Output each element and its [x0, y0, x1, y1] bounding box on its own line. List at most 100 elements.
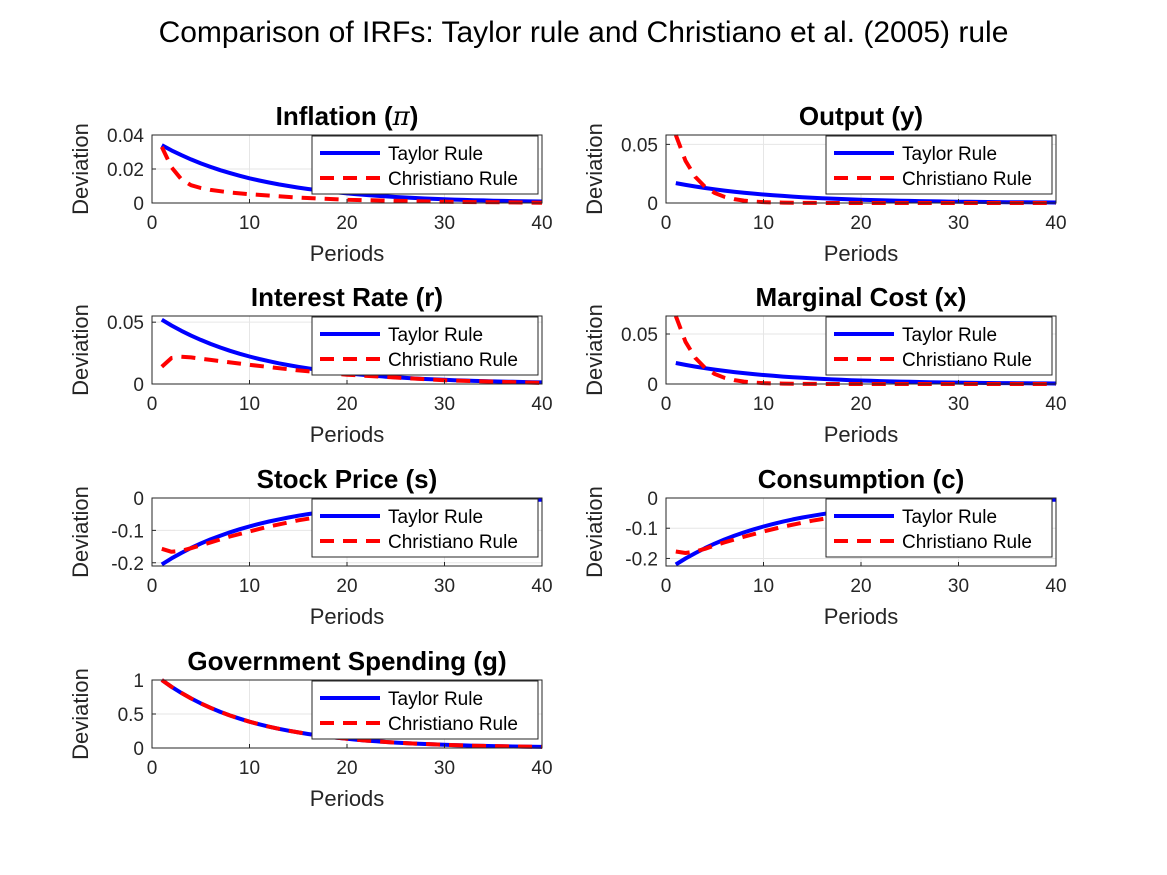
- legend: Taylor Rule Christiano Rule: [311, 680, 539, 740]
- y-axis-label: Deviation: [68, 668, 93, 760]
- subplot-marginal-cost-x: 0 10 20 30 40 0 0.05 Marginal Cost (x) Periods De…: [582, 282, 1067, 447]
- x-axis-label: Periods: [824, 604, 899, 629]
- x-tick-label: 20: [850, 213, 871, 234]
- legend-label-taylor-rule: Taylor Rule: [388, 325, 483, 346]
- x-axis-label: Periods: [310, 422, 385, 447]
- legend-box: [825, 316, 1053, 376]
- x-tick-label: 20: [850, 394, 871, 415]
- subplot-stock-price-s: 0 10 20 30 40 -0.2 -0.1 0 Stock Price (s) Periods…: [68, 464, 553, 629]
- series-line-christiano-rule: [675, 498, 1056, 555]
- legend-box: [311, 316, 539, 376]
- legend-label-taylor-rule: Taylor Rule: [388, 507, 483, 528]
- figure-title: Comparison of IRFs: Taylor rule and Chri…: [158, 16, 1009, 49]
- y-tick-label: 0: [133, 489, 144, 510]
- y-tick-label: 0: [133, 375, 144, 396]
- series-line-christiano-rule: [161, 497, 542, 554]
- legend-box: [825, 135, 1053, 195]
- y-tick-label: 0.04: [107, 126, 144, 147]
- y-tick-label: -0.1: [111, 521, 144, 542]
- x-tick-label: 0: [661, 394, 672, 415]
- legend-label-christiano-rule: Christiano Rule: [388, 532, 518, 553]
- x-tick-label: 20: [336, 213, 357, 234]
- y-tick-label: -0.2: [111, 554, 144, 575]
- x-tick-label: 30: [434, 576, 455, 597]
- x-tick-label: 0: [147, 576, 158, 597]
- subplot-inflation-pi: 0 10 20 30 40 0 0.02 0.04 Inflation (π) Periods De…: [68, 101, 553, 266]
- y-axis-label: Deviation: [68, 123, 93, 215]
- legend: Taylor Rule Christiano Rule: [311, 135, 539, 195]
- x-axis-label: Periods: [310, 786, 385, 811]
- subplot-title: Stock Price (s): [257, 464, 438, 494]
- x-tick-label: 40: [531, 758, 552, 779]
- x-tick-label: 0: [147, 758, 158, 779]
- y-axis-label: Deviation: [582, 486, 607, 578]
- x-tick-label: 0: [661, 576, 672, 597]
- x-tick-label: 10: [753, 394, 774, 415]
- subplot-title: Consumption (c): [758, 464, 965, 494]
- legend: Taylor Rule Christiano Rule: [825, 135, 1053, 195]
- legend-label-taylor-rule: Taylor Rule: [902, 144, 997, 165]
- subplot-title: Output (y): [799, 101, 923, 131]
- x-tick-label: 20: [336, 394, 357, 415]
- legend-box: [311, 135, 539, 195]
- legend-label-christiano-rule: Christiano Rule: [902, 169, 1032, 190]
- series-line-christiano-rule: [159, 146, 542, 205]
- legend-label-taylor-rule: Taylor Rule: [902, 325, 997, 346]
- y-tick-label: -0.1: [625, 519, 658, 540]
- legend: Taylor Rule Christiano Rule: [311, 316, 539, 376]
- x-tick-label: 40: [531, 213, 552, 234]
- x-tick-label: 10: [239, 758, 260, 779]
- x-tick-label: 40: [531, 576, 552, 597]
- legend-label-christiano-rule: Christiano Rule: [388, 714, 518, 735]
- legend-box: [311, 680, 539, 740]
- x-tick-label: 0: [147, 394, 158, 415]
- legend: Taylor Rule Christiano Rule: [825, 316, 1053, 376]
- legend: Taylor Rule Christiano Rule: [311, 498, 539, 558]
- y-axis-label: Deviation: [582, 123, 607, 215]
- x-tick-label: 0: [147, 213, 158, 234]
- x-tick-label: 40: [1045, 394, 1066, 415]
- legend-box: [311, 498, 539, 558]
- x-tick-label: 30: [434, 394, 455, 415]
- x-tick-label: 20: [850, 576, 871, 597]
- series-line-christiano-rule: [160, 678, 542, 749]
- y-tick-label: 0.02: [107, 160, 144, 181]
- subplot-title: Government Spending (g): [187, 646, 506, 676]
- x-tick-label: 0: [661, 213, 672, 234]
- y-axis-label: Deviation: [68, 486, 93, 578]
- y-tick-label: 0.05: [107, 313, 144, 334]
- y-tick-label: 1: [133, 671, 144, 692]
- x-tick-label: 20: [336, 576, 357, 597]
- x-axis-label: Periods: [310, 604, 385, 629]
- x-tick-label: 10: [239, 394, 260, 415]
- y-axis-label: Deviation: [68, 304, 93, 396]
- x-axis-label: Periods: [824, 241, 899, 266]
- subplot-government-spending-g: 0 10 20 30 40 0 0.5 1 Government Spending (g) Per…: [68, 646, 553, 811]
- y-tick-label: 0: [647, 489, 658, 510]
- subplot-title: Interest Rate (r): [251, 282, 443, 312]
- legend-label-taylor-rule: Taylor Rule: [902, 507, 997, 528]
- subplot-interest-rate-r: 0 10 20 30 40 0 0.05 Interest Rate (r) Periods De…: [68, 282, 553, 447]
- subplot-output-y: 0 10 20 30 40 0 0.05 Output (y) Periods Deviation…: [582, 101, 1067, 266]
- x-tick-label: 10: [239, 576, 260, 597]
- subplot-consumption-c: 0 10 20 30 40 -0.2 -0.1 0 Consumption (c) Periods…: [582, 464, 1067, 629]
- x-axis-label: Periods: [310, 241, 385, 266]
- x-tick-label: 10: [753, 576, 774, 597]
- x-tick-label: 20: [336, 758, 357, 779]
- y-axis-label: Deviation: [582, 304, 607, 396]
- x-tick-label: 40: [531, 394, 552, 415]
- legend-label-christiano-rule: Christiano Rule: [388, 169, 518, 190]
- x-tick-label: 30: [434, 758, 455, 779]
- x-tick-label: 40: [1045, 213, 1066, 234]
- y-tick-label: 0.5: [118, 705, 144, 726]
- legend: Taylor Rule Christiano Rule: [825, 498, 1053, 558]
- y-tick-label: 0: [647, 194, 658, 215]
- y-tick-label: 0: [647, 375, 658, 396]
- x-tick-label: 30: [434, 213, 455, 234]
- y-tick-label: 0.05: [621, 135, 658, 156]
- legend-label-christiano-rule: Christiano Rule: [902, 532, 1032, 553]
- legend-label-christiano-rule: Christiano Rule: [388, 350, 518, 371]
- subplot-title: Inflation (π): [276, 101, 419, 132]
- x-tick-label: 10: [239, 213, 260, 234]
